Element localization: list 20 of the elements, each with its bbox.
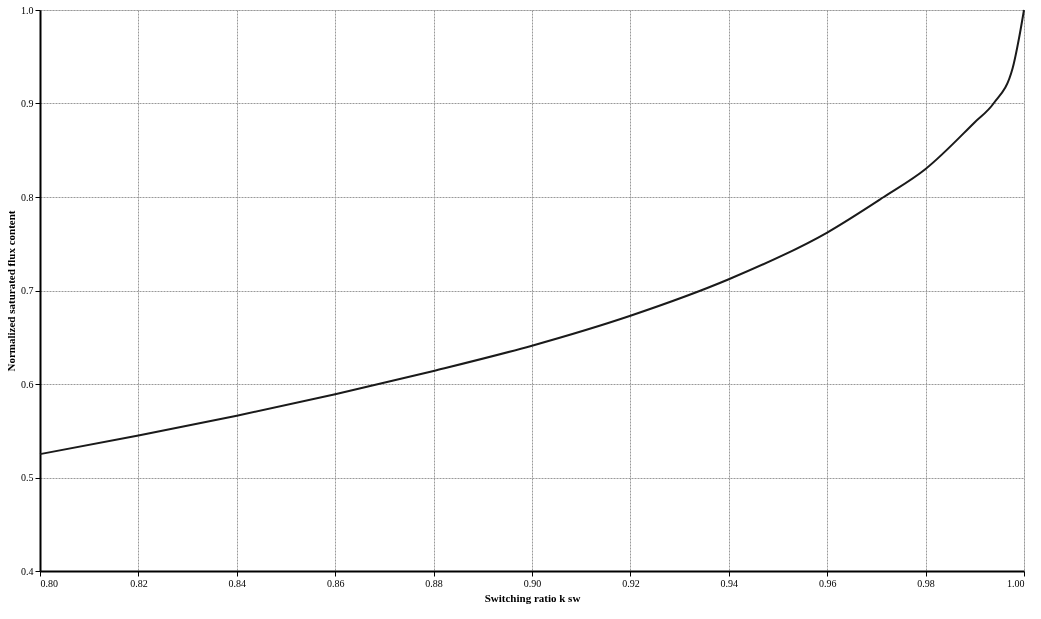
y-tick-label: 0.6 (21, 378, 34, 390)
y-tick-label: 0.8 (21, 191, 34, 203)
x-tick-label: 0.80 (40, 577, 58, 589)
x-tick-label: 0.90 (523, 577, 542, 589)
x-tick-label: 0.88 (425, 577, 443, 589)
x-tick-label: 0.84 (228, 577, 247, 589)
x-tick-label: 0.92 (622, 577, 640, 589)
x-tick-label: 0.82 (130, 577, 148, 589)
x-tick-label: 0.98 (917, 577, 935, 589)
x-axis-title: Switching ratio k sw (484, 591, 581, 604)
x-tick-label: 1.00 (1007, 577, 1025, 589)
y-axis-title: Normalized saturated flux content (5, 210, 17, 372)
x-tick-label: 0.96 (818, 577, 837, 589)
y-tick-label: 0.9 (21, 98, 34, 109)
y-tick-label: 1.0 (21, 4, 34, 16)
y-tick-label: 0.4 (21, 565, 34, 577)
y-tick-label: 0.7 (21, 285, 34, 296)
y-tick-label: 0.5 (21, 472, 34, 483)
x-tick-label: 0.94 (720, 577, 739, 589)
x-tick-label: 0.86 (326, 577, 345, 589)
